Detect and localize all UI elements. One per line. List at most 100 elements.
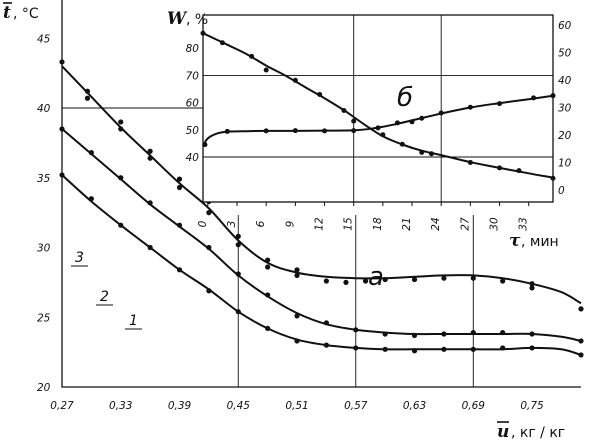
- inset-moisture-point: [200, 30, 206, 36]
- main-data-point: [118, 119, 124, 125]
- main-data-point: [176, 267, 183, 273]
- main-data-point: [578, 306, 584, 312]
- inset-moisture-point: [317, 91, 323, 97]
- main-x-axis-symbol: u: [497, 422, 509, 442]
- main-data-point: [235, 242, 241, 248]
- inset-chart-b: 40 50 60 70 80 0 10 20 30 40 50 60 0 3 6 9 12 15 18 21 24 27 3…: [186, 14, 572, 231]
- inset-moisture-point: [292, 77, 298, 83]
- main-data-point: [265, 257, 271, 263]
- main-y-tick-label: 20: [37, 382, 51, 394]
- inset-left-tick-label: 50: [186, 125, 200, 137]
- main-data-point: [353, 327, 359, 333]
- inset-left-tick-label: 70: [186, 70, 200, 82]
- main-x-axis-unit: , кг / кг: [511, 425, 565, 441]
- inset-temperature-point: [497, 101, 503, 107]
- main-data-point: [578, 338, 584, 344]
- main-data-point: [206, 210, 212, 216]
- main-data-point: [294, 338, 300, 344]
- main-data-point: [235, 309, 241, 315]
- main-data-point: [88, 196, 94, 202]
- main-x-tick-label: 0,33: [109, 400, 132, 412]
- main-data-point: [118, 126, 124, 132]
- main-data-point: [470, 329, 476, 336]
- main-data-point: [529, 331, 535, 337]
- main-y-tick-label: 45: [37, 33, 51, 45]
- main-data-point: [59, 126, 65, 132]
- inset-temperature-point: [394, 120, 400, 126]
- inset-x-axis-unit: , мин: [521, 234, 559, 250]
- main-data-point: [441, 331, 447, 337]
- main-data-point: [343, 279, 349, 285]
- main-data-point: [59, 59, 65, 65]
- main-x-tick-label: 0,51: [285, 400, 308, 412]
- main-data-point: [147, 155, 153, 161]
- inset-frame: [202, 14, 554, 203]
- main-y-axis-symbol: t: [3, 3, 11, 23]
- inset-temperature-point: [467, 104, 473, 110]
- main-data-point: [265, 325, 271, 332]
- inset-left-tick-label: 80: [186, 43, 200, 55]
- main-data-point: [500, 345, 506, 351]
- main-y-tick-label: 40: [37, 103, 51, 115]
- inset-x-tick-label: 18: [372, 217, 384, 231]
- main-data-point: [353, 345, 359, 351]
- inset-x-tick-label: 12: [314, 217, 326, 231]
- main-data-point: [294, 313, 300, 319]
- main-data-point: [411, 348, 418, 354]
- main-data-point: [265, 264, 271, 270]
- inset-x-tick-label: 3: [226, 221, 238, 228]
- main-x-tick-label: 0,69: [462, 400, 486, 412]
- main-y-axis-unit: , °C: [13, 6, 39, 22]
- inset-curve-moisture: [202, 32, 554, 179]
- main-x-tick-label: 0,45: [227, 400, 251, 412]
- inset-x-tick-label: 6: [255, 220, 267, 227]
- inset-moisture-point: [467, 159, 473, 165]
- main-data-point: [206, 288, 212, 294]
- main-x-tick-label: 0,27: [50, 400, 74, 412]
- inset-right-tick-label: 10: [558, 158, 572, 170]
- inset-moisture-point: [516, 168, 522, 174]
- main-data-point: [382, 346, 388, 352]
- labels: t , °C u , кг / кг W , % τ , мин а б 3 2…: [3, 2, 565, 442]
- inset-temperature-point: [292, 128, 298, 134]
- main-data-point: [441, 275, 447, 281]
- inset-x-tick-label: 27: [459, 217, 471, 231]
- inset-x-tick-label: 15: [343, 217, 355, 231]
- curve-number-3: 3: [75, 250, 84, 266]
- inset-x-tick-label: 30: [489, 217, 501, 231]
- main-data-point: [235, 233, 241, 239]
- inset-temperature-point: [375, 125, 381, 131]
- main-data-point: [411, 276, 418, 283]
- main-data-point: [441, 346, 447, 352]
- main-data-point: [382, 331, 388, 337]
- main-x-tick-label: 0,63: [403, 400, 426, 412]
- main-data-point: [323, 342, 329, 348]
- inset-x-axis-symbol: τ: [509, 231, 521, 251]
- main-data-point: [176, 184, 183, 191]
- main-data-point: [176, 176, 183, 182]
- main-data-point: [118, 222, 124, 228]
- inset-right-tick-label: 40: [558, 75, 572, 87]
- inset-temperature-point: [409, 119, 415, 125]
- curve-number-2: 2: [100, 289, 109, 305]
- inset-x-tick-label: 9: [284, 220, 296, 227]
- main-data-point: [529, 281, 535, 287]
- main-data-point: [578, 352, 584, 358]
- inset-x-tick-label: 33: [518, 217, 530, 230]
- inset-moisture-point: [249, 53, 255, 59]
- curve-number-1: 1: [129, 313, 138, 329]
- main-data-point: [265, 292, 271, 298]
- inset-right-tick-label: 50: [558, 48, 572, 60]
- inset-temperature-point: [438, 110, 444, 116]
- main-data-point: [294, 267, 300, 273]
- inset-moisture-point: [497, 165, 503, 171]
- main-data-point: [235, 271, 241, 277]
- main-data-point: [118, 175, 124, 181]
- main-x-tick-label: 0,75: [520, 400, 544, 412]
- inset-y-axis-symbol: W: [167, 9, 188, 29]
- main-data-point: [362, 278, 369, 284]
- inset-temperature-point: [224, 128, 230, 134]
- main-data-point: [84, 88, 91, 94]
- main-data-point: [500, 329, 506, 336]
